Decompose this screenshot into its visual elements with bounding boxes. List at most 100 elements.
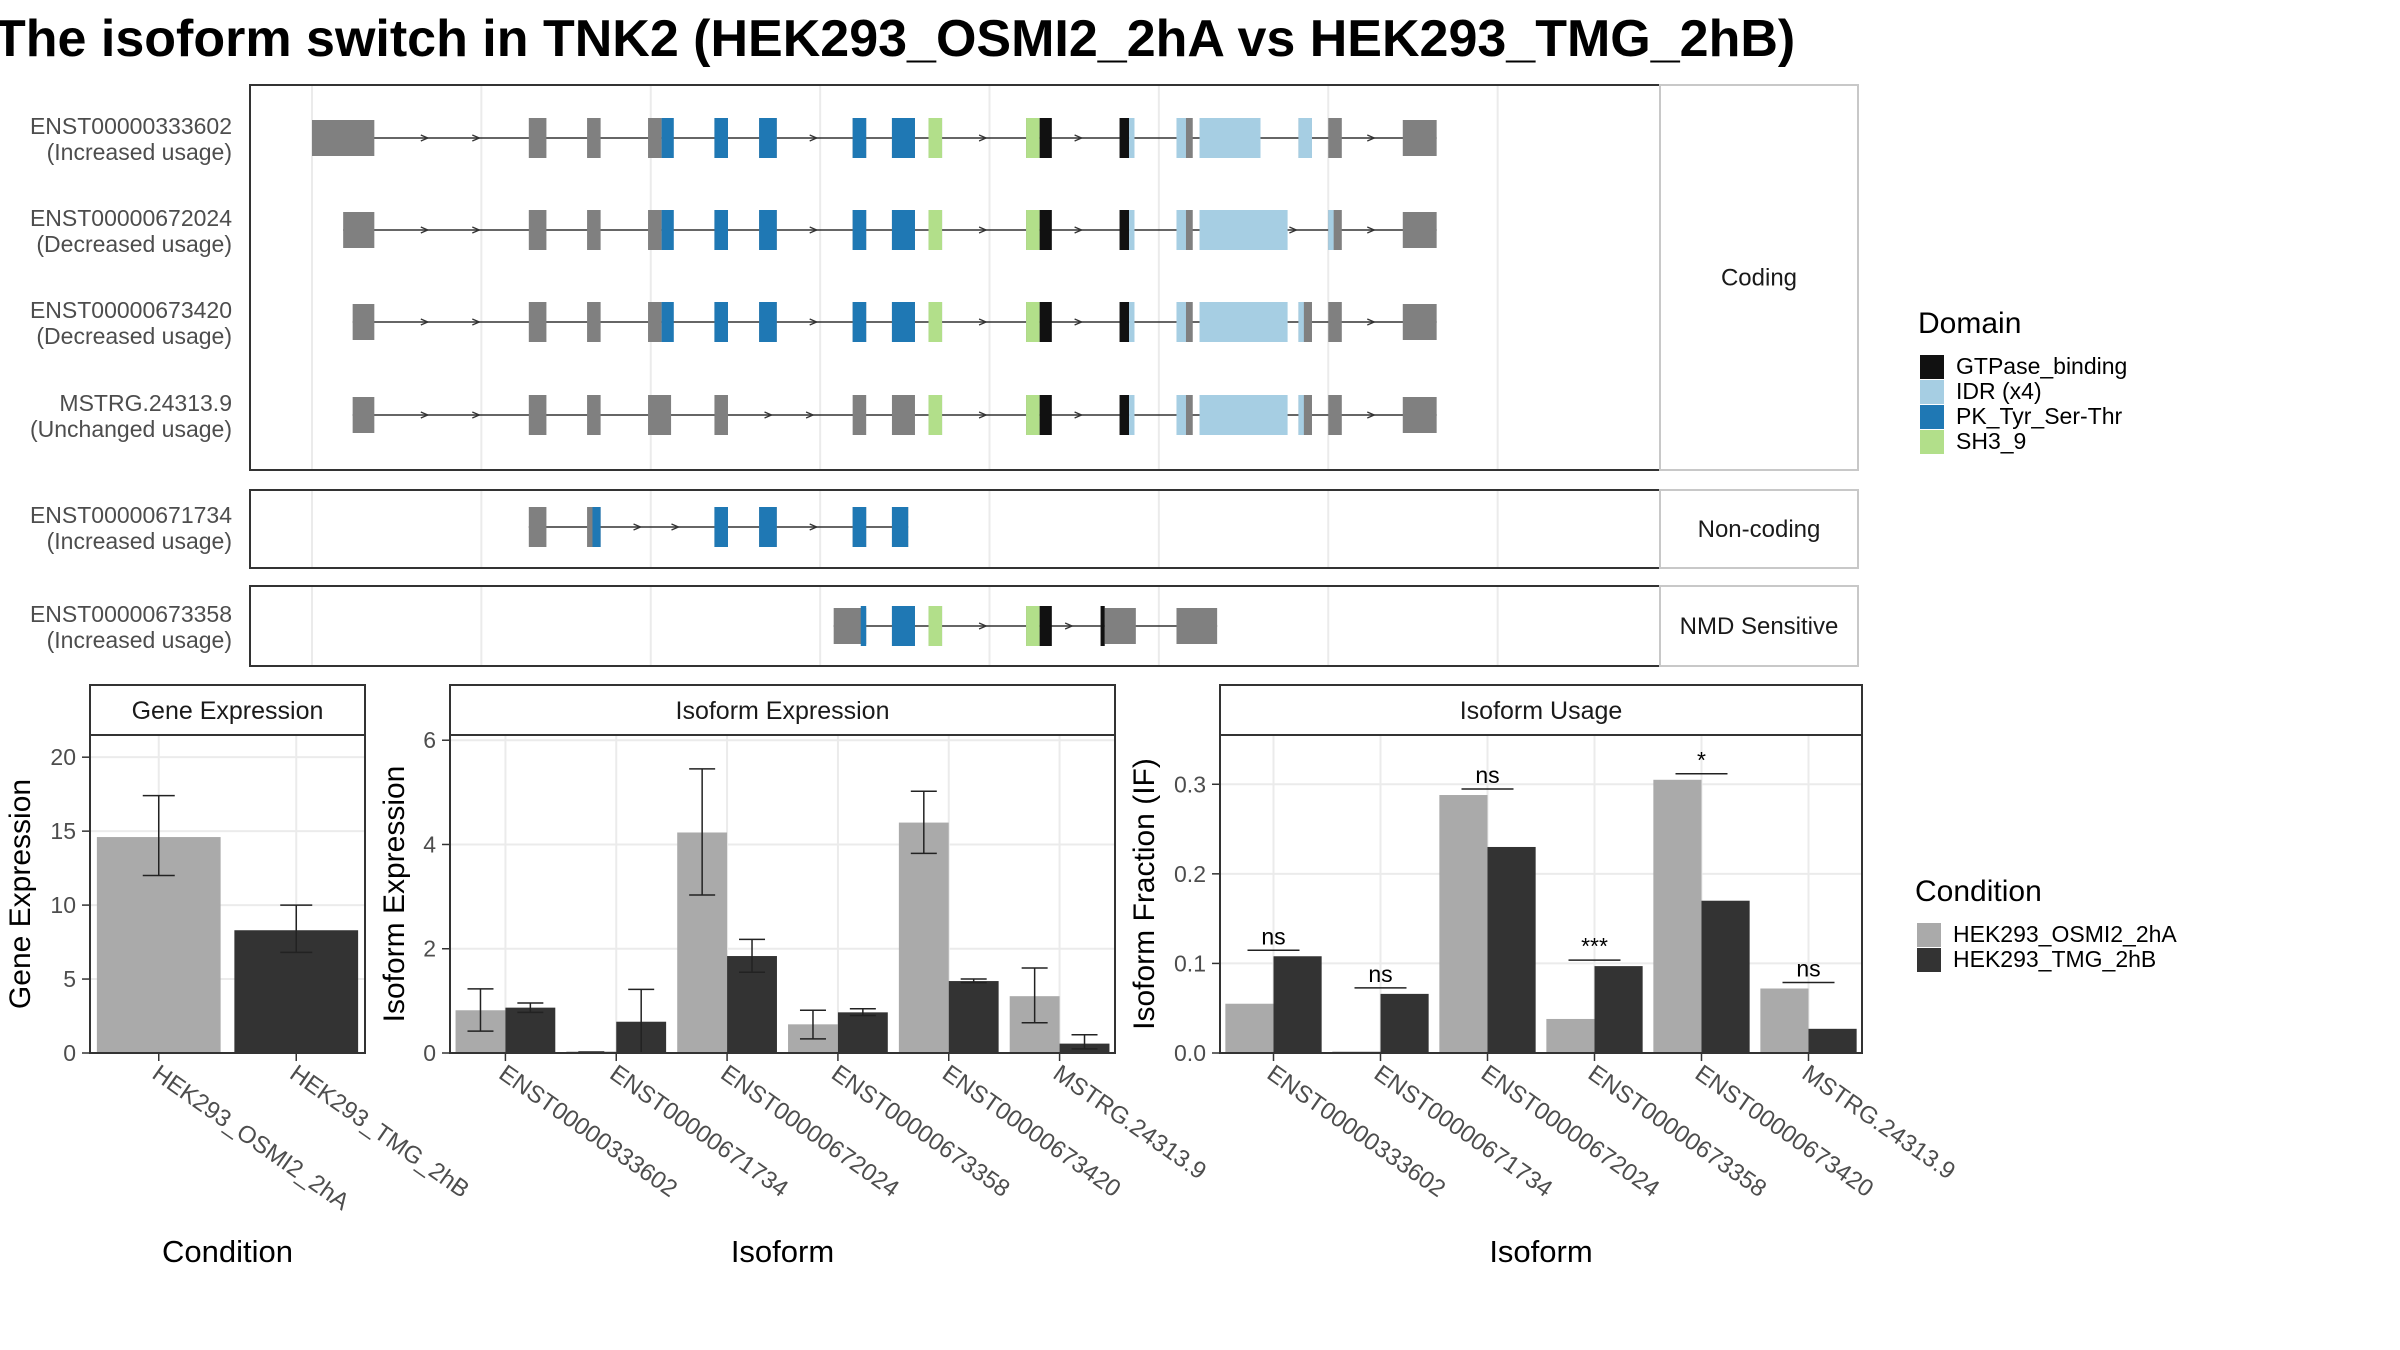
domain-block: [1119, 395, 1130, 435]
transcript-id-label: ENST00000333602: [30, 113, 232, 139]
domain-block: [1199, 302, 1288, 342]
bar: [898, 822, 949, 1053]
exon: [528, 210, 547, 250]
y-tick-label: 0.3: [1174, 771, 1206, 797]
intron-arrow: [1367, 226, 1376, 234]
significance-label: ns: [1368, 961, 1392, 987]
transcript-structure-panel: ENST00000333602(Increased usage)ENST0000…: [30, 84, 1859, 667]
x-tick-label: ENST00000671734: [1369, 1060, 1557, 1203]
legend-label: GTPase_binding: [1956, 353, 2127, 379]
transcript-id-label: ENST00000671734: [30, 502, 232, 528]
legend-label: SH3_9: [1956, 428, 2026, 454]
domain-block: [891, 118, 915, 158]
intron-arrow: [472, 226, 481, 234]
y-tick-label: 5: [63, 966, 76, 992]
significance-label: ns: [1796, 956, 1820, 982]
bar: [1701, 900, 1750, 1053]
exon: [587, 210, 601, 250]
domain-block: [1026, 302, 1040, 342]
y-tick-label: 0: [423, 1040, 436, 1066]
domain-block: [1298, 118, 1312, 158]
plot-background: [1220, 735, 1862, 1053]
x-tick-label: ENST00000672024: [716, 1060, 904, 1203]
legend-swatch: [1917, 923, 1941, 947]
legend-label: IDR (x4): [1956, 378, 2042, 404]
domain-block: [1298, 302, 1304, 342]
intron-arrow: [1367, 411, 1376, 419]
domain-block: [1026, 395, 1040, 435]
y-axis-title: Isoform Fraction (IF): [1128, 758, 1161, 1030]
domain-block: [1039, 606, 1052, 646]
transcript-usage-label: (Increased usage): [47, 139, 232, 165]
facet-strip: [1659, 84, 1859, 471]
exon: [648, 118, 662, 158]
intron-arrow: [472, 134, 481, 142]
domain-block: [1026, 118, 1040, 158]
intron-arrow: [420, 226, 430, 234]
exon: [1328, 118, 1342, 158]
exon: [1328, 395, 1342, 435]
domain-block: [928, 210, 943, 250]
intron-arrow: [420, 134, 430, 142]
domain-block: [891, 210, 915, 250]
domain-block: [1026, 210, 1040, 250]
exon: [1402, 120, 1437, 156]
facet-strip-label: NMD Sensitive: [1680, 613, 1839, 640]
x-tick-label: ENST00000333602: [1262, 1060, 1450, 1203]
bar: [948, 981, 999, 1053]
transcript-usage-label: (Increased usage): [47, 627, 232, 653]
exon: [648, 302, 662, 342]
legend-swatch: [1917, 948, 1941, 972]
transcript-id-label: ENST00000673358: [30, 601, 232, 627]
facet-strip-label: Coding: [1721, 265, 1797, 292]
domain-block: [1298, 395, 1304, 435]
intron-arrow: [671, 523, 681, 531]
x-axis-title: Condition: [162, 1234, 293, 1269]
domain-block: [1129, 118, 1135, 158]
domain-block: [1026, 606, 1040, 646]
x-axis-title: Isoform: [731, 1234, 834, 1269]
intron-arrow: [1074, 411, 1084, 419]
domain-block: [661, 210, 674, 250]
domain-block: [714, 210, 728, 250]
exon: [352, 304, 375, 340]
domain-block: [1176, 118, 1186, 158]
domain-block: [759, 507, 777, 547]
domain-block: [1119, 118, 1130, 158]
legend-label: HEK293_TMG_2hB: [1953, 946, 2156, 972]
intron-arrow: [1074, 318, 1084, 326]
domain-block: [928, 395, 943, 435]
exon: [1104, 608, 1136, 644]
domain-block: [1328, 210, 1334, 250]
exon: [312, 120, 375, 156]
intron-arrow: [809, 134, 819, 142]
legend-title: Condition: [1915, 875, 2042, 908]
domain-block: [1100, 606, 1105, 646]
y-tick-label: 15: [50, 818, 76, 844]
x-tick-label: ENST00000671734: [605, 1060, 793, 1203]
legend-swatch: [1920, 430, 1944, 454]
domain-block: [891, 302, 915, 342]
intron-arrow: [633, 523, 643, 531]
legend-title: Domain: [1918, 307, 2021, 340]
intron-arrow: [978, 411, 988, 419]
intron-arrow: [978, 622, 988, 630]
domain-block: [714, 118, 728, 158]
structure-facet-background: [250, 85, 1660, 470]
intron-arrow: [978, 318, 988, 326]
y-tick-label: 0: [63, 1040, 76, 1066]
bar: [1439, 795, 1488, 1053]
domain-block: [928, 606, 943, 646]
domain-block: [1176, 210, 1186, 250]
plot-title: Isoform Usage: [1460, 697, 1623, 725]
bar: [1380, 993, 1429, 1053]
domain-block: [1199, 395, 1288, 435]
intron-arrow: [978, 226, 988, 234]
domain-block: [714, 507, 728, 547]
domain-block: [1129, 395, 1135, 435]
x-tick-label: ENST00000673358: [826, 1060, 1014, 1203]
intron-arrow: [809, 226, 819, 234]
transcript-usage-label: (Unchanged usage): [30, 416, 232, 442]
